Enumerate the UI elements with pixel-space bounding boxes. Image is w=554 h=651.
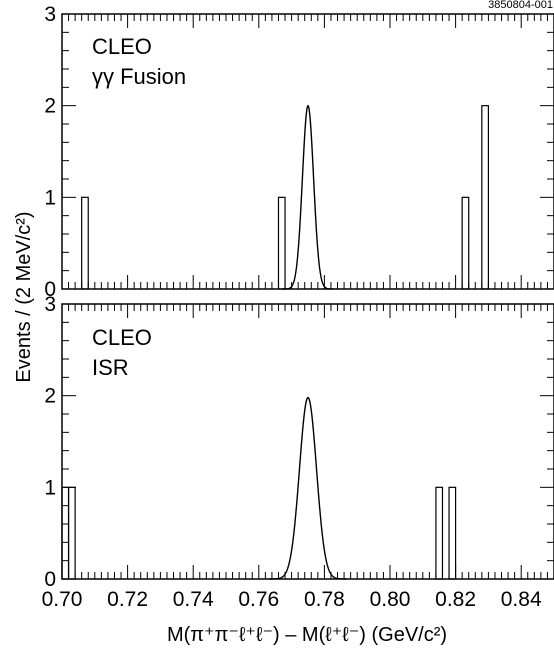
histogram-bar	[67, 486, 76, 580]
y-tick-label: 2	[44, 95, 56, 118]
x-axis-label: M(π⁺π⁻ℓ⁺ℓ⁻) – M(ℓ⁺ℓ⁻) (GeV/c²)	[167, 624, 447, 646]
fit-curve	[282, 104, 334, 290]
top-histogram	[81, 105, 489, 290]
x-tick-label: 0.84	[501, 588, 542, 611]
top-panel-label-1: CLEO	[92, 34, 152, 59]
x-tick-label: 0.70	[42, 588, 83, 611]
x-tick-label: 0.74	[173, 588, 214, 611]
histogram-bar	[61, 486, 70, 580]
histogram-bar	[81, 196, 89, 290]
y-axis-label: Events / (2 MeV/c²)	[13, 211, 35, 382]
bottom-fit-curve-group	[269, 396, 347, 580]
top-panel-frame	[61, 13, 554, 290]
histogram-bar	[481, 105, 489, 290]
figure-code: 3850804-001	[488, 0, 553, 11]
y-tick-label: 0	[44, 278, 56, 301]
x-tick-label: 0.80	[370, 588, 411, 611]
histogram-bar	[277, 196, 286, 290]
x-tick-label: 0.72	[107, 588, 148, 611]
y-tick-label: 3	[44, 293, 56, 316]
top-panel-ticks	[61, 13, 554, 290]
bottom-panel-ticks	[61, 303, 554, 580]
bottom-panel-label-1: CLEO	[92, 325, 152, 350]
histogram-bar	[435, 486, 444, 580]
y-tick-label: 0	[44, 568, 56, 591]
top-panel-label-2: γγ Fusion	[92, 64, 186, 89]
x-tick-labels: 0.70 0.72 0.74 0.76 0.78 0.80 0.82 0.84	[42, 588, 542, 611]
fit-curve	[269, 396, 347, 580]
y-tick-label: 2	[44, 385, 56, 408]
histogram-bar	[461, 196, 470, 290]
top-fit-curve-group	[282, 104, 334, 290]
y-tick-label: 1	[44, 186, 56, 209]
x-tick-label: 0.78	[304, 588, 345, 611]
histogram-bar	[448, 486, 457, 580]
bottom-panel-label-2: ISR	[92, 355, 129, 380]
x-tick-label: 0.82	[435, 588, 476, 611]
bottom-panel-frame	[61, 303, 554, 580]
bottom-histogram	[61, 486, 457, 580]
x-tick-label: 0.76	[238, 588, 279, 611]
y-tick-label: 3	[44, 3, 56, 26]
y-tick-label: 1	[44, 476, 56, 499]
